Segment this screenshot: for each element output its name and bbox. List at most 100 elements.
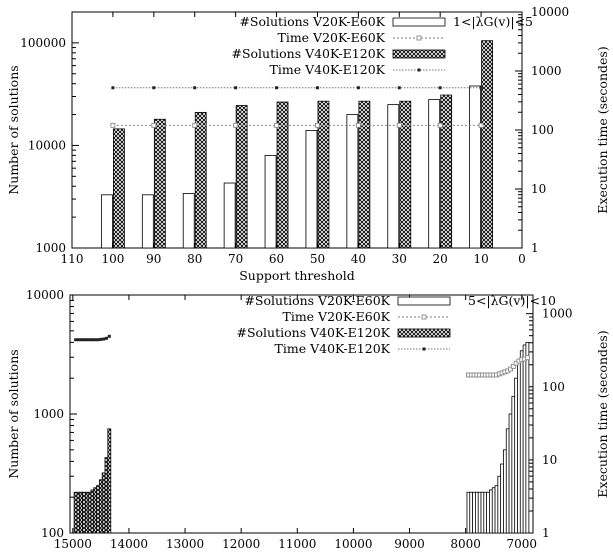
- y2-tick-label: 1000: [542, 307, 573, 321]
- y2-tick-label: 10000: [531, 5, 569, 19]
- x-tick-label: 10: [473, 252, 488, 266]
- bar--solutions-v40k-e120k: [399, 100, 412, 249]
- y2-tick-label: 1: [531, 241, 539, 255]
- legend-label: #Solutions V20K-E60K: [244, 293, 390, 308]
- bar--solutions-v40k-e120k: [235, 105, 248, 249]
- point-marker: [82, 338, 86, 342]
- bar--solutions-v20k-e60k: [264, 154, 277, 249]
- legend-marker: [416, 35, 422, 41]
- point-marker: [478, 122, 484, 128]
- bar--solutions-v20k-e60k: [182, 193, 195, 249]
- x-tick-label: 11000: [278, 537, 316, 551]
- point-marker: [104, 336, 108, 340]
- point-marker: [110, 122, 116, 128]
- point-marker: [111, 86, 115, 90]
- legend-label: #Solutions V40K-E120K: [231, 46, 385, 61]
- x-tick-label: 14000: [110, 537, 148, 551]
- x-tick-label: 50: [310, 252, 325, 266]
- point-marker: [96, 338, 100, 342]
- bar--solutions-v40k-e120k: [153, 118, 166, 249]
- y2-tick-label: 10: [542, 453, 557, 467]
- point-marker: [479, 86, 483, 90]
- point-marker: [79, 338, 83, 342]
- y2-axis-label: Execution time (secondes): [595, 46, 610, 213]
- x-tick-label: 110: [61, 252, 84, 266]
- bar--solutions-v20k-e60k: [525, 341, 530, 534]
- point-marker: [356, 86, 360, 90]
- y-tick-label: 10000: [26, 288, 64, 302]
- x-tick-label: 60: [269, 252, 284, 266]
- x-tick-label: 90: [146, 252, 161, 266]
- bar--solutions-v20k-e60k: [346, 114, 359, 249]
- point-marker: [274, 122, 279, 128]
- point-marker: [93, 338, 97, 342]
- x-tick-label: 100: [101, 252, 124, 266]
- x-tick-label: 10000: [334, 537, 372, 551]
- x-tick-label: 9000: [394, 537, 425, 551]
- point-marker: [438, 86, 442, 90]
- legend-label: #Solutions V40K-E120K: [236, 325, 390, 340]
- legend-swatch: [392, 49, 446, 59]
- chart-panel-top: 110 100 90 80 70 60 50 40 30 20 10 0100010000100000…: [6, 5, 610, 283]
- legend-swatch: [397, 296, 451, 306]
- bar--solutions-v40k-e120k: [317, 100, 330, 249]
- legend-swatch: [397, 328, 451, 338]
- x-tick-label: 80: [187, 252, 202, 266]
- y2-axis-label: Execution time (secondes): [595, 330, 610, 497]
- point-marker: [524, 355, 530, 361]
- y-axis-label: Number of solutions: [6, 65, 21, 194]
- bar--solutions-v40k-e120k: [276, 101, 289, 249]
- bar--solutions-v20k-e60k: [141, 194, 154, 249]
- point-marker: [90, 338, 94, 342]
- y2-tick-label: 1: [542, 526, 550, 540]
- legend-swatch: [392, 17, 446, 27]
- legend-marker: [422, 347, 426, 351]
- legend-label: Time V40K-E120K: [275, 341, 391, 356]
- legend-label: Time V40K-E120K: [270, 62, 386, 77]
- y2-tick-label: 100: [542, 380, 565, 394]
- x-tick-label: 0: [518, 252, 526, 266]
- x-tick-label: 13000: [166, 537, 204, 551]
- bar--solutions-v40k-e120k: [440, 94, 453, 249]
- x-tick-label: 20: [433, 252, 448, 266]
- panel-annotation: 5<|λG(v)|<10: [468, 293, 556, 308]
- y-tick-label: 100000: [20, 36, 66, 50]
- point-marker: [234, 86, 238, 90]
- point-marker: [74, 338, 78, 342]
- x-tick-label: 12000: [222, 537, 260, 551]
- point-marker: [102, 337, 106, 341]
- legend-label: #Solutions V20K-E60K: [239, 14, 385, 29]
- point-marker: [85, 338, 89, 342]
- y-tick-label: 100: [41, 526, 64, 540]
- y-axis-label: Number of solutions: [6, 349, 21, 478]
- bar--solutions-v40k-e120k: [358, 100, 371, 249]
- bar--solutions-v40k-e120k: [107, 428, 112, 534]
- point-marker: [99, 337, 103, 341]
- bar--solutions-v20k-e60k: [101, 194, 113, 249]
- point-marker: [151, 122, 157, 128]
- x-axis-label: Support threshold: [239, 268, 355, 283]
- point-marker: [193, 86, 197, 90]
- point-marker: [275, 86, 279, 90]
- point-marker: [355, 122, 361, 128]
- point-marker: [233, 122, 239, 128]
- y2-tick-label: 10: [531, 182, 546, 196]
- bar--solutions-v40k-e120k: [481, 40, 493, 249]
- point-marker: [397, 86, 401, 90]
- bar--solutions-v40k-e120k: [194, 111, 207, 249]
- point-marker: [437, 122, 443, 128]
- x-tick-label: 7000: [507, 537, 538, 551]
- x-tick-label: 70: [228, 252, 243, 266]
- point-marker: [152, 86, 156, 90]
- panel-annotation: 1<|λG(v)|<5: [453, 14, 533, 29]
- legend-label: Time V20K-E60K: [282, 309, 390, 324]
- point-marker: [315, 86, 319, 90]
- bar--solutions-v20k-e60k: [428, 99, 441, 249]
- bar--solutions-v40k-e120k: [113, 128, 125, 249]
- y2-tick-label: 1000: [531, 64, 562, 78]
- bar--solutions-v20k-e60k: [469, 85, 481, 249]
- point-marker: [510, 363, 516, 369]
- point-marker: [88, 338, 92, 342]
